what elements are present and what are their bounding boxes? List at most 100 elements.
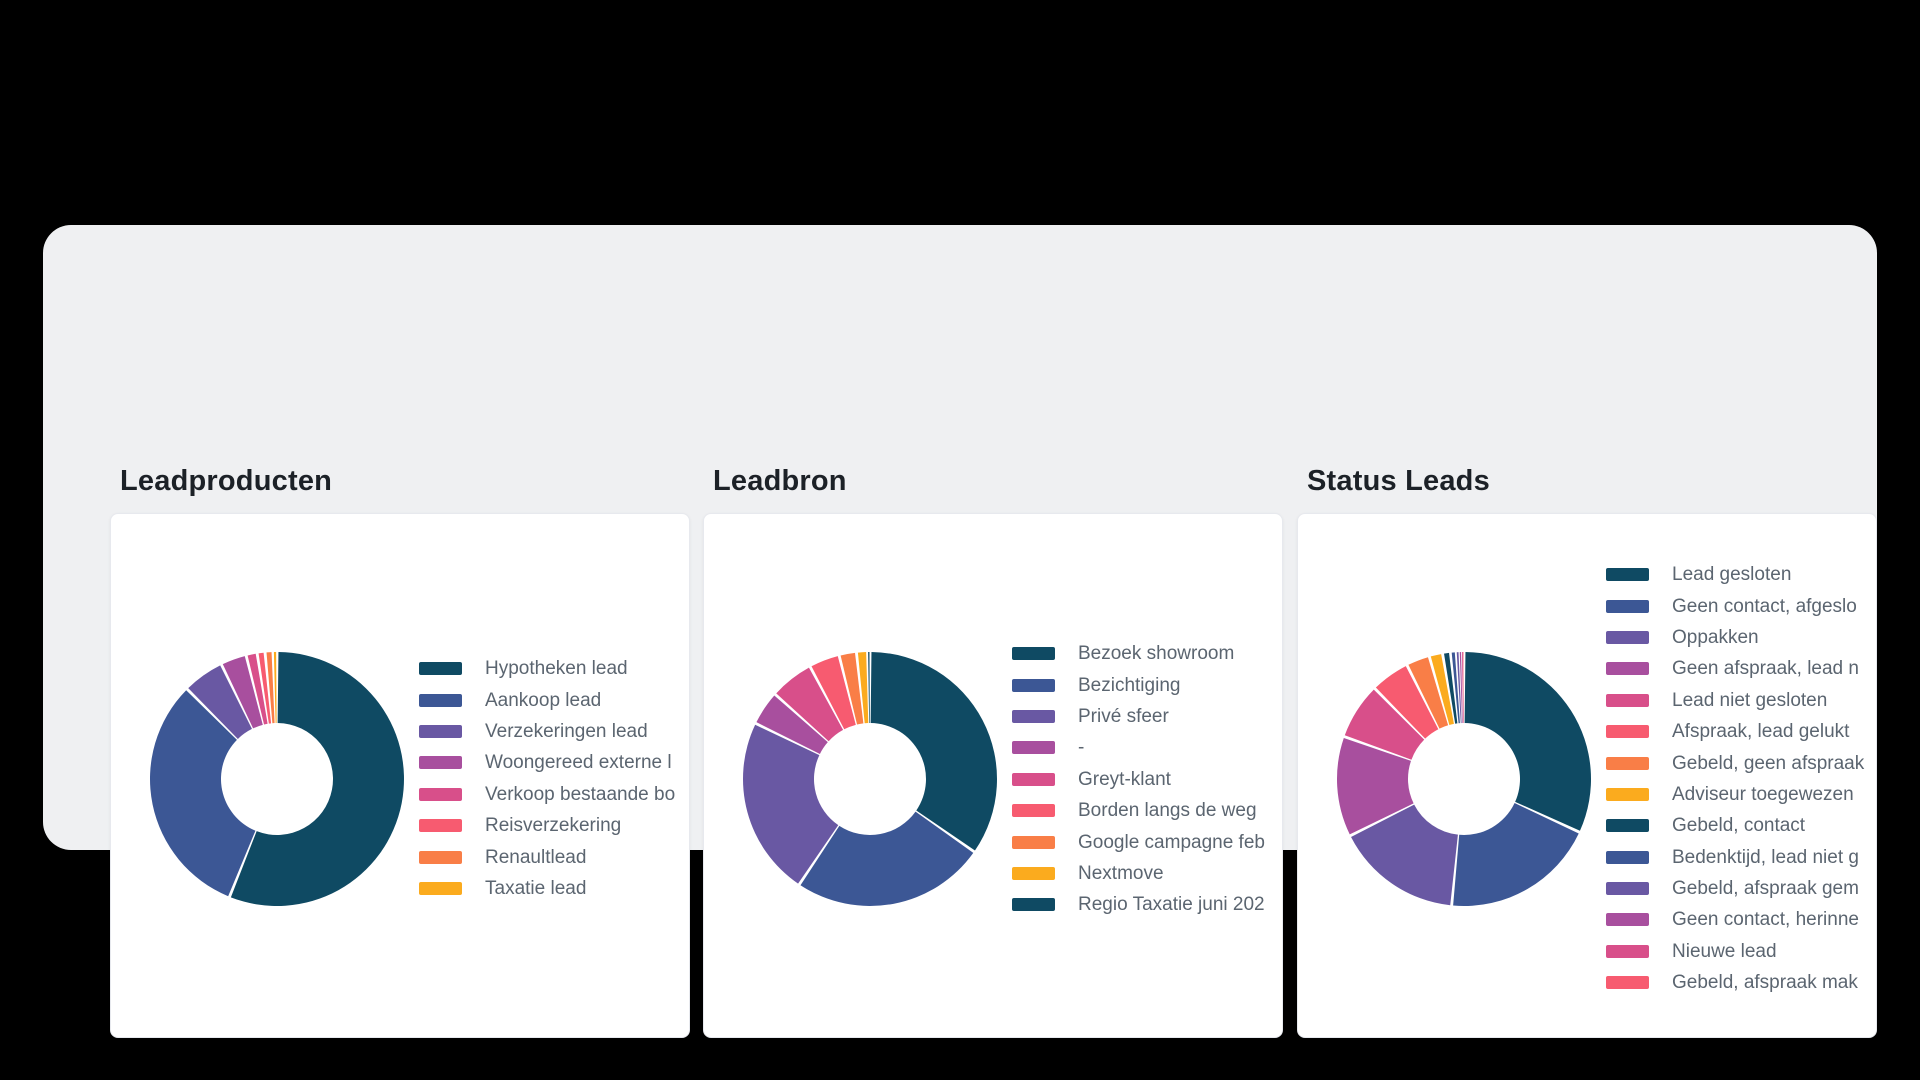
chart-title-status-leads: Status Leads <box>1307 465 1490 497</box>
legend-item[interactable]: Gebeld, geen afspraak <box>1606 747 1864 778</box>
donut-slice[interactable] <box>840 652 864 725</box>
donut-slice[interactable] <box>258 652 272 724</box>
legend-swatch <box>1012 772 1055 786</box>
legend-item-label: Verzekeringen lead <box>485 720 648 742</box>
donut-slice[interactable] <box>1375 666 1439 739</box>
legend-item[interactable]: Taxatie lead <box>419 873 675 904</box>
donut-slice[interactable] <box>1453 803 1579 906</box>
legend-item[interactable]: Google campagne feb <box>1012 826 1265 857</box>
donut-slice[interactable] <box>188 665 252 739</box>
legend-item[interactable]: Bedenktijd, lead niet g <box>1606 842 1864 873</box>
donut-slice[interactable] <box>1408 657 1449 729</box>
chart-title-leadproducten: Leadproducten <box>120 465 333 497</box>
legend-item[interactable]: Bezichtiging <box>1012 669 1265 700</box>
legend-item[interactable]: Regio Taxatie juni 202 <box>1012 889 1265 920</box>
legend-item[interactable]: Adviseur toegewezen <box>1606 779 1864 810</box>
donut-slice[interactable] <box>756 695 828 754</box>
dashboard-card: Leadproducten Leadbron Status Leads Hypo… <box>43 225 1877 1038</box>
donut-slice[interactable] <box>230 652 404 906</box>
legend-swatch <box>1012 898 1055 912</box>
legend-item[interactable]: Lead niet gesloten <box>1606 685 1864 716</box>
legend-item[interactable]: Nextmove <box>1012 858 1265 889</box>
legend-item[interactable]: Aankoop lead <box>419 684 675 715</box>
legend-item[interactable]: Bezoek showroom <box>1012 638 1265 669</box>
donut-slice[interactable] <box>868 652 870 724</box>
legend-item[interactable]: Verkoop bestaande bo <box>419 779 675 810</box>
legend-item[interactable]: Hypotheken lead <box>419 653 675 684</box>
legend-swatch <box>1606 944 1649 958</box>
donut-slice[interactable] <box>273 652 277 724</box>
donut-slice[interactable] <box>1351 804 1458 906</box>
legend-item[interactable]: Lead gesloten <box>1606 559 1864 590</box>
donut-slice[interactable] <box>776 667 844 742</box>
chart-title-leadbron: Leadbron <box>713 465 847 497</box>
donut-slice[interactable] <box>1430 654 1454 725</box>
donut-slice[interactable] <box>800 811 974 906</box>
legend-swatch <box>419 850 462 864</box>
donut-slice[interactable] <box>222 656 263 729</box>
donut-slice[interactable] <box>1464 652 1591 831</box>
donut-slice[interactable] <box>266 652 275 724</box>
legend-item-label: Gebeld, contact <box>1672 815 1806 837</box>
legend-swatch <box>1012 866 1055 880</box>
legend-swatch <box>1606 850 1649 864</box>
donut-slice[interactable] <box>1461 652 1464 724</box>
donut-slice[interactable] <box>1337 737 1414 835</box>
donut-slice[interactable] <box>811 656 856 730</box>
legend-item[interactable]: Geen contact, afgeslo <box>1606 590 1864 621</box>
legend-item-label: Privé sfeer <box>1078 705 1169 727</box>
donut-chart-leadproducten[interactable] <box>111 514 690 1038</box>
legend-item[interactable]: Privé sfeer <box>1012 701 1265 732</box>
legend-swatch <box>1606 882 1649 896</box>
legend-swatch <box>1012 741 1055 755</box>
donut-slice[interactable] <box>1456 652 1462 724</box>
donut-slice[interactable] <box>743 724 839 884</box>
legend-item[interactable]: Gebeld, contact <box>1606 810 1864 841</box>
legend-item[interactable]: Woongereed externe l <box>419 747 675 778</box>
legend-swatch <box>419 881 462 895</box>
legend-leadbron: Bezoek showroom Bezichtiging Privé sfeer - G… <box>1012 638 1265 921</box>
legend-item[interactable]: - <box>1012 732 1265 763</box>
donut-slice[interactable] <box>247 653 268 725</box>
legend-item[interactable]: Gebeld, afspraak mak <box>1606 967 1864 998</box>
legend-item-label: Adviseur toegewezen <box>1672 783 1854 805</box>
legend-status-leads: Lead gesloten Geen contact, afgeslo Oppakk… <box>1606 559 1864 998</box>
donut-slice[interactable] <box>1344 689 1425 760</box>
legend-item[interactable]: Nieuwe lead <box>1606 936 1864 967</box>
chart-panel-leadbron: Bezoek showroom Bezichtiging Privé sfeer - G… <box>703 513 1283 1038</box>
donut-slice[interactable] <box>870 652 997 851</box>
legend-swatch <box>419 819 462 833</box>
legend-item-label: Woongereed externe l <box>485 752 672 774</box>
donut-slice[interactable] <box>149 690 256 897</box>
legend-item-label: Lead gesloten <box>1672 564 1792 586</box>
legend-swatch <box>1606 662 1649 676</box>
legend-item[interactable]: Verzekeringen lead <box>419 716 675 747</box>
legend-item-label: - <box>1078 737 1085 759</box>
donut-slice[interactable] <box>1451 652 1460 724</box>
donut-slice[interactable] <box>1463 652 1464 724</box>
legend-item-label: Bedenktijd, lead niet g <box>1672 846 1859 868</box>
chart-panel-status-leads: Lead gesloten Geen contact, afgeslo Oppakk… <box>1297 513 1877 1038</box>
legend-item[interactable]: Afspraak, lead gelukt <box>1606 716 1864 747</box>
legend-swatch <box>1606 693 1649 707</box>
legend-item[interactable]: Geen contact, herinne <box>1606 904 1864 935</box>
legend-item[interactable]: Gebeld, afspraak gem <box>1606 873 1864 904</box>
donut-slice[interactable] <box>1444 652 1458 724</box>
legend-item-label: Nextmove <box>1078 862 1164 884</box>
legend-item[interactable]: Oppakken <box>1606 622 1864 653</box>
donut-slice[interactable] <box>857 652 869 724</box>
legend-swatch <box>1606 756 1649 770</box>
legend-item[interactable]: Renaultlead <box>419 841 675 872</box>
legend-swatch <box>1606 819 1649 833</box>
donut-chart-leadbron[interactable] <box>704 514 1283 1038</box>
donut-chart-status-leads[interactable] <box>1298 514 1877 1038</box>
legend-item-label: Geen contact, herinne <box>1672 909 1859 931</box>
legend-swatch <box>1012 804 1055 818</box>
legend-item-label: Regio Taxatie juni 202 <box>1078 894 1265 916</box>
legend-item[interactable]: Reisverzekering <box>419 810 675 841</box>
donut-slice[interactable] <box>1459 652 1463 724</box>
legend-item-label: Geen afspraak, lead n <box>1672 658 1859 680</box>
legend-item[interactable]: Borden langs de weg <box>1012 795 1265 826</box>
legend-item[interactable]: Geen afspraak, lead n <box>1606 653 1864 684</box>
legend-item[interactable]: Greyt-klant <box>1012 764 1265 795</box>
